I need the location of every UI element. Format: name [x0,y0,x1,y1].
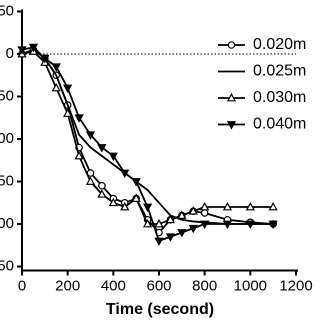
x-axis-label: Time (second) [106,301,214,318]
marker [51,82,61,92]
marker [165,214,176,224]
marker [165,233,176,242]
marker [142,203,153,213]
x-tick-label: 200 [55,277,80,294]
marker [63,84,73,94]
x-tick-label: 400 [101,277,126,294]
legend-label: 0.020m [253,36,306,53]
legend-label: 0.025m [253,63,306,80]
marker [154,218,164,228]
marker [245,201,255,211]
marker [227,41,236,49]
marker [222,220,233,230]
marker [74,150,84,160]
marker [51,63,61,72]
marker [131,178,141,187]
marker [226,121,237,130]
marker [188,224,198,234]
marker [97,189,107,198]
series-line [21,50,274,225]
marker [97,144,107,153]
marker [120,201,130,211]
marker [85,131,96,140]
marker [17,46,27,55]
marker [120,169,130,179]
marker [98,181,106,190]
marker [131,193,141,202]
y-tick-label: -100 [0,130,14,147]
marker [108,197,118,207]
marker [245,220,255,230]
x-tick-label: 1000 [234,277,267,294]
marker [200,220,210,230]
marker [177,229,187,238]
marker [108,152,118,162]
marker [85,176,96,185]
marker [40,54,50,64]
marker [188,206,198,215]
y-tick-label: 0 [6,45,14,62]
legend-label: 0.040m [253,116,306,133]
y-tick-label: -50 [0,87,14,104]
y-tick-label: -200 [0,215,14,232]
marker [200,201,210,211]
y-tick-label: -150 [0,172,14,189]
x-tick-label: 800 [192,277,217,294]
marker [63,108,73,117]
marker [226,92,237,102]
y-tick-label: 50 [0,2,14,19]
marker [154,237,164,247]
marker [268,220,278,230]
marker [222,201,233,211]
marker [177,210,187,219]
marker [28,43,39,53]
legend-label: 0.030m [253,89,306,106]
marker [142,218,153,228]
marker [268,201,278,211]
x-tick-label: 1200 [279,277,312,294]
x-tick-label: 0 [18,277,26,294]
marker [74,114,84,123]
x-tick-label: 600 [146,277,171,294]
marker [200,209,209,217]
y-tick-label: -250 [0,257,14,274]
